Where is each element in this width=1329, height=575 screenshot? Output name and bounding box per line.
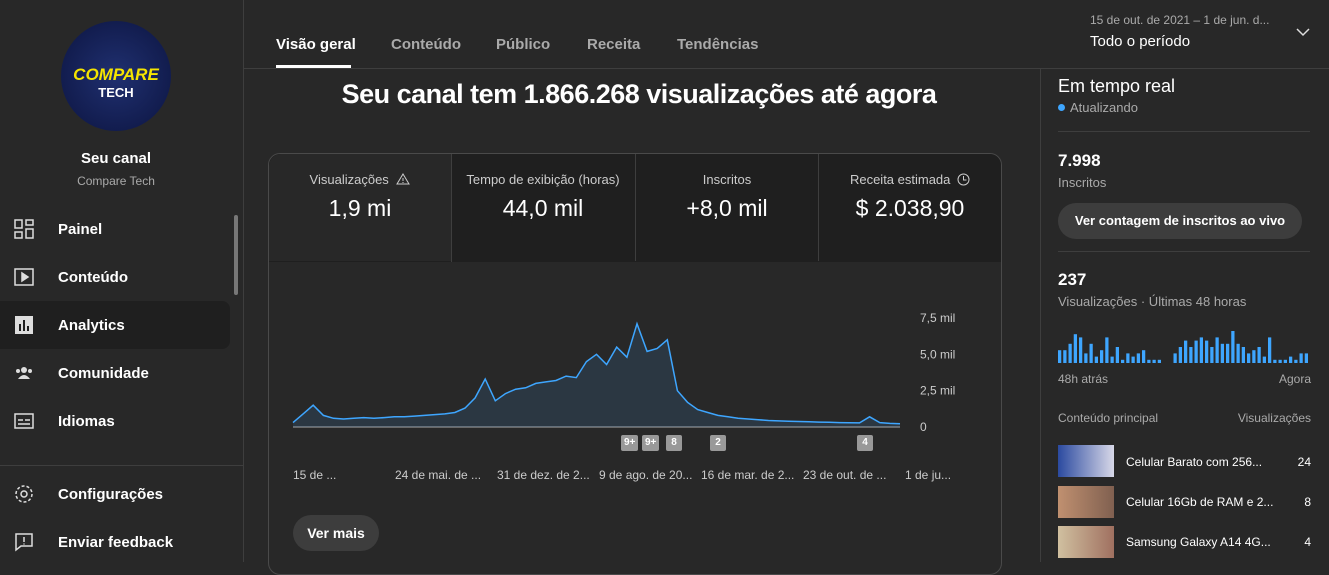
nav-label: Configurações: [58, 485, 164, 503]
metric-card[interactable]: Tempo de exibição (horas) 44,0 mil: [452, 154, 634, 261]
views-label: Visualizações · Últimas 48 horas: [1058, 294, 1247, 309]
tab-indicator: [276, 65, 351, 68]
tab[interactable]: Visão geral: [276, 36, 356, 53]
content-views: 8: [1304, 495, 1311, 509]
icon: [14, 413, 34, 429]
annotation[interactable]: 4: [857, 435, 873, 451]
annotation[interactable]: 9+: [642, 435, 660, 451]
scrollbar[interactable]: [234, 215, 238, 295]
nav-label: Enviar feedback: [58, 533, 174, 551]
thumbnail[interactable]: [1058, 445, 1114, 477]
warning-icon: [396, 173, 411, 185]
metric-value: 44,0 mil: [502, 195, 584, 221]
annotation[interactable]: 9+: [621, 435, 639, 451]
nav-item[interactable]: Analytics: [0, 301, 230, 349]
nav-item[interactable]: Painel: [0, 205, 230, 253]
logo-text: COMPARE: [73, 65, 159, 84]
metric-card[interactable]: Inscritos +8,0 mil: [635, 154, 818, 261]
bars-end: Agora: [1278, 372, 1311, 386]
metric-card[interactable]: Receita estimada $ 2.038,90: [818, 154, 1001, 261]
status-dot: [1058, 104, 1065, 111]
views-count: 237: [1058, 270, 1087, 289]
nav-item[interactable]: Comunidade: [0, 349, 230, 397]
realtime-title: Em tempo real: [1058, 76, 1176, 96]
icon: [16, 367, 32, 379]
icon: [15, 533, 33, 552]
channel-title: Seu canal: [80, 150, 152, 167]
logo-text: TECH: [98, 85, 134, 100]
channel-name: Compare Tech: [77, 174, 155, 188]
content-title[interactable]: Celular Barato com 256...: [1126, 455, 1263, 469]
nav-label: Conteúdo: [58, 268, 128, 286]
views-header: Visualizações: [1237, 411, 1311, 425]
metric-value: $ 2.038,90: [855, 195, 965, 221]
thumbnail[interactable]: [1058, 526, 1114, 558]
metric-label-text: Receita estimada: [849, 172, 951, 187]
content-title[interactable]: Celular 16Gb de RAM e 2...: [1126, 495, 1274, 509]
dropdown-icon[interactable]: [1296, 27, 1310, 37]
divider: [1058, 251, 1310, 252]
nav-label: Painel: [58, 220, 103, 238]
divider: [244, 68, 1329, 69]
content-title[interactable]: Samsung Galaxy A14 4G...: [1126, 535, 1271, 549]
icon: [15, 316, 33, 334]
metric-label: Receita estimada: [819, 172, 1001, 187]
annotation[interactable]: 2: [710, 435, 726, 451]
date-label[interactable]: Todo o período: [1090, 33, 1191, 50]
tab[interactable]: Tendências: [677, 36, 759, 53]
divider: [451, 154, 452, 262]
channel-avatar[interactable]: COMPARE TECH: [61, 21, 171, 131]
divider: [1058, 131, 1310, 132]
clock-icon: [957, 173, 970, 186]
realtime-panel: [1040, 69, 1329, 562]
nav-label: Comunidade: [58, 364, 149, 382]
annotation[interactable]: 8: [666, 435, 682, 451]
tab[interactable]: Público: [496, 36, 551, 53]
tab[interactable]: Conteúdo: [391, 36, 461, 53]
subscriber-count: 7.998: [1058, 151, 1101, 170]
nav-item[interactable]: Idiomas: [0, 397, 230, 445]
content-views: 4: [1304, 535, 1311, 549]
nav-label: Idiomas: [58, 412, 115, 430]
icon: [14, 268, 34, 286]
nav-item[interactable]: Conteúdo: [0, 253, 230, 301]
metric-label-text: Visualizações: [309, 172, 389, 187]
metric-value: +8,0 mil: [686, 195, 768, 221]
nav-item[interactable]: Enviar feedback: [0, 518, 230, 566]
live-button[interactable]: Ver contagem de inscritos ao vivo: [1058, 203, 1302, 239]
sidebar: COMPARE TECH Seu canal Compare Tech Pain…: [0, 0, 244, 562]
icon: [14, 219, 34, 239]
content-header: Conteúdo principal: [1058, 411, 1159, 425]
nav-label: Analytics: [58, 316, 125, 334]
subscriber-label: Inscritos: [1058, 175, 1107, 190]
content-views: 24: [1297, 455, 1311, 469]
divider: [0, 465, 243, 466]
metric-label: Visualizações: [269, 172, 451, 187]
bars-start: 48h atrás: [1058, 372, 1109, 386]
icon: [15, 485, 33, 503]
date-range[interactable]: 15 de out. de 2021 – 1 de jun. d...: [1090, 13, 1270, 27]
metric-label: Inscritos: [702, 172, 752, 187]
tab[interactable]: Receita: [587, 36, 641, 53]
more-button[interactable]: Ver mais: [293, 515, 379, 551]
metric-card[interactable]: Visualizações 1,9 mi: [269, 154, 451, 261]
thumbnail[interactable]: [1058, 486, 1114, 518]
metric-label: Tempo de exibição (horas): [466, 172, 620, 187]
nav-item[interactable]: Configurações: [0, 470, 230, 518]
status: Atualizando: [1070, 100, 1138, 115]
metric-value: 1,9 mi: [328, 195, 392, 221]
headline: Seu canal tem 1.866.268 visualizações at…: [341, 79, 937, 109]
